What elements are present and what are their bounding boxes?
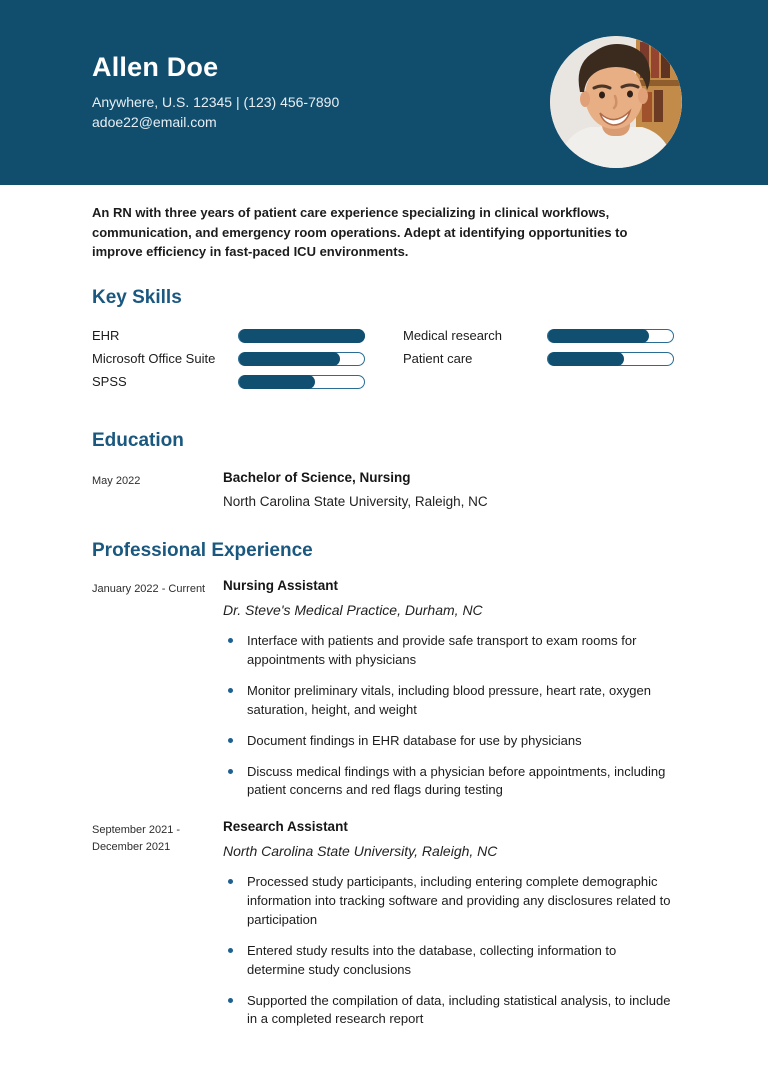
job-bullets: Processed study participants, including … — [223, 873, 676, 1029]
skill-level-bar — [547, 328, 674, 344]
experience-entry: September 2021 - December 2021 Research … — [92, 819, 676, 1029]
skill-level-bar — [547, 351, 674, 367]
resume-body: An RN with three years of patient care e… — [0, 203, 768, 1029]
bullet-item: Discuss medical findings with a physicia… — [223, 763, 676, 801]
header-band: Allen Doe Anywhere, U.S. 12345 | (123) 4… — [0, 0, 768, 185]
education-entries: May 2022 Bachelor of Science, Nursing No… — [92, 470, 676, 510]
bullet-dot-icon — [228, 638, 233, 644]
job-bullets: Interface with patients and provide safe… — [223, 632, 676, 800]
skill-level-fill — [238, 329, 365, 344]
skill-label: Microsoft Office Suite — [92, 351, 216, 367]
bullet-item: Supported the compilation of data, inclu… — [223, 992, 676, 1030]
bullet-item: Processed study participants, including … — [223, 873, 676, 930]
bullet-item: Entered study results into the database,… — [223, 942, 676, 980]
bullet-text: Monitor preliminary vitals, including bl… — [247, 683, 651, 717]
experience-details: Nursing Assistant Dr. Steve's Medical Pr… — [223, 578, 676, 800]
section-title-experience: Professional Experience — [92, 539, 313, 561]
skill-label: SPSS — [92, 374, 127, 390]
education-date: May 2022 — [92, 475, 141, 488]
bullet-text: Supported the compilation of data, inclu… — [247, 992, 671, 1027]
experience-details: Research Assistant North Carolina State … — [223, 819, 676, 1029]
experience-entry: January 2022 - Current Nursing Assistant… — [92, 578, 676, 800]
section-title-key-skills: Key Skills — [92, 286, 182, 308]
skill-level-fill — [547, 352, 624, 367]
bullet-dot-icon — [228, 879, 233, 885]
bullet-text: Processed study participants, including … — [247, 874, 671, 928]
bullet-dot-icon — [228, 997, 233, 1003]
bullet-dot-icon — [228, 768, 233, 774]
skill-level-fill — [238, 352, 340, 367]
bullet-item: Document findings in EHR database for us… — [223, 732, 676, 751]
degree-title: Bachelor of Science, Nursing — [223, 470, 411, 486]
skill-level-fill — [238, 375, 315, 390]
contact-location-phone: Anywhere, U.S. 12345 | (123) 456-7890 — [92, 94, 340, 111]
skill-row: Patient care — [403, 347, 674, 370]
skill-label: Patient care — [403, 351, 473, 367]
skill-row: Medical research — [403, 324, 674, 347]
profile-photo-illustration — [550, 36, 682, 168]
skill-level-fill — [547, 329, 649, 344]
company-name: Dr. Steve's Medical Practice, Durham, NC — [223, 602, 483, 619]
experience-date: January 2022 - Current — [92, 583, 206, 596]
school-name: North Carolina State University, Raleigh… — [223, 493, 488, 509]
experience-date: September 2021 - December 2021 — [92, 824, 181, 853]
bullet-dot-icon — [228, 947, 233, 953]
bullet-text: Interface with patients and provide safe… — [247, 633, 637, 668]
skill-label: EHR — [92, 328, 120, 344]
job-title: Nursing Assistant — [223, 578, 339, 594]
bullet-item: Monitor preliminary vitals, including bl… — [223, 682, 676, 720]
education-entry: May 2022 Bachelor of Science, Nursing No… — [92, 470, 676, 510]
job-title: Research Assistant — [223, 819, 348, 835]
section-title-education: Education — [92, 430, 184, 452]
skill-level-bar — [238, 328, 365, 344]
professional-summary: An RN with three years of patient care e… — [92, 205, 628, 259]
experience-entries: January 2022 - Current Nursing Assistant… — [92, 578, 676, 1029]
person-name: Allen Doe — [92, 52, 219, 82]
bullet-text: Entered study results into the database,… — [247, 942, 617, 977]
header-text-block: Allen Doe Anywhere, U.S. 12345 | (123) 4… — [0, 0, 768, 133]
bullet-dot-icon — [228, 688, 233, 694]
bullet-text: Discuss medical findings with a physicia… — [247, 763, 666, 798]
skills-grid: EHR Microsoft Office Suite SPSS Medical … — [92, 324, 676, 393]
skill-row: Microsoft Office Suite — [92, 347, 365, 370]
contact-email: adoe22@email.com — [92, 114, 217, 131]
skill-row: EHR — [92, 324, 365, 347]
skill-level-bar — [238, 374, 365, 390]
skill-row: SPSS — [92, 370, 365, 393]
bullet-dot-icon — [228, 737, 233, 743]
education-details: Bachelor of Science, Nursing North Carol… — [223, 470, 676, 510]
company-name: North Carolina State University, Raleigh… — [223, 843, 498, 860]
skill-label: Medical research — [403, 328, 502, 344]
skill-level-bar — [238, 351, 365, 367]
bullet-item: Interface with patients and provide safe… — [223, 632, 676, 670]
profile-photo — [550, 36, 682, 168]
bullet-text: Document findings in EHR database for us… — [247, 732, 582, 748]
